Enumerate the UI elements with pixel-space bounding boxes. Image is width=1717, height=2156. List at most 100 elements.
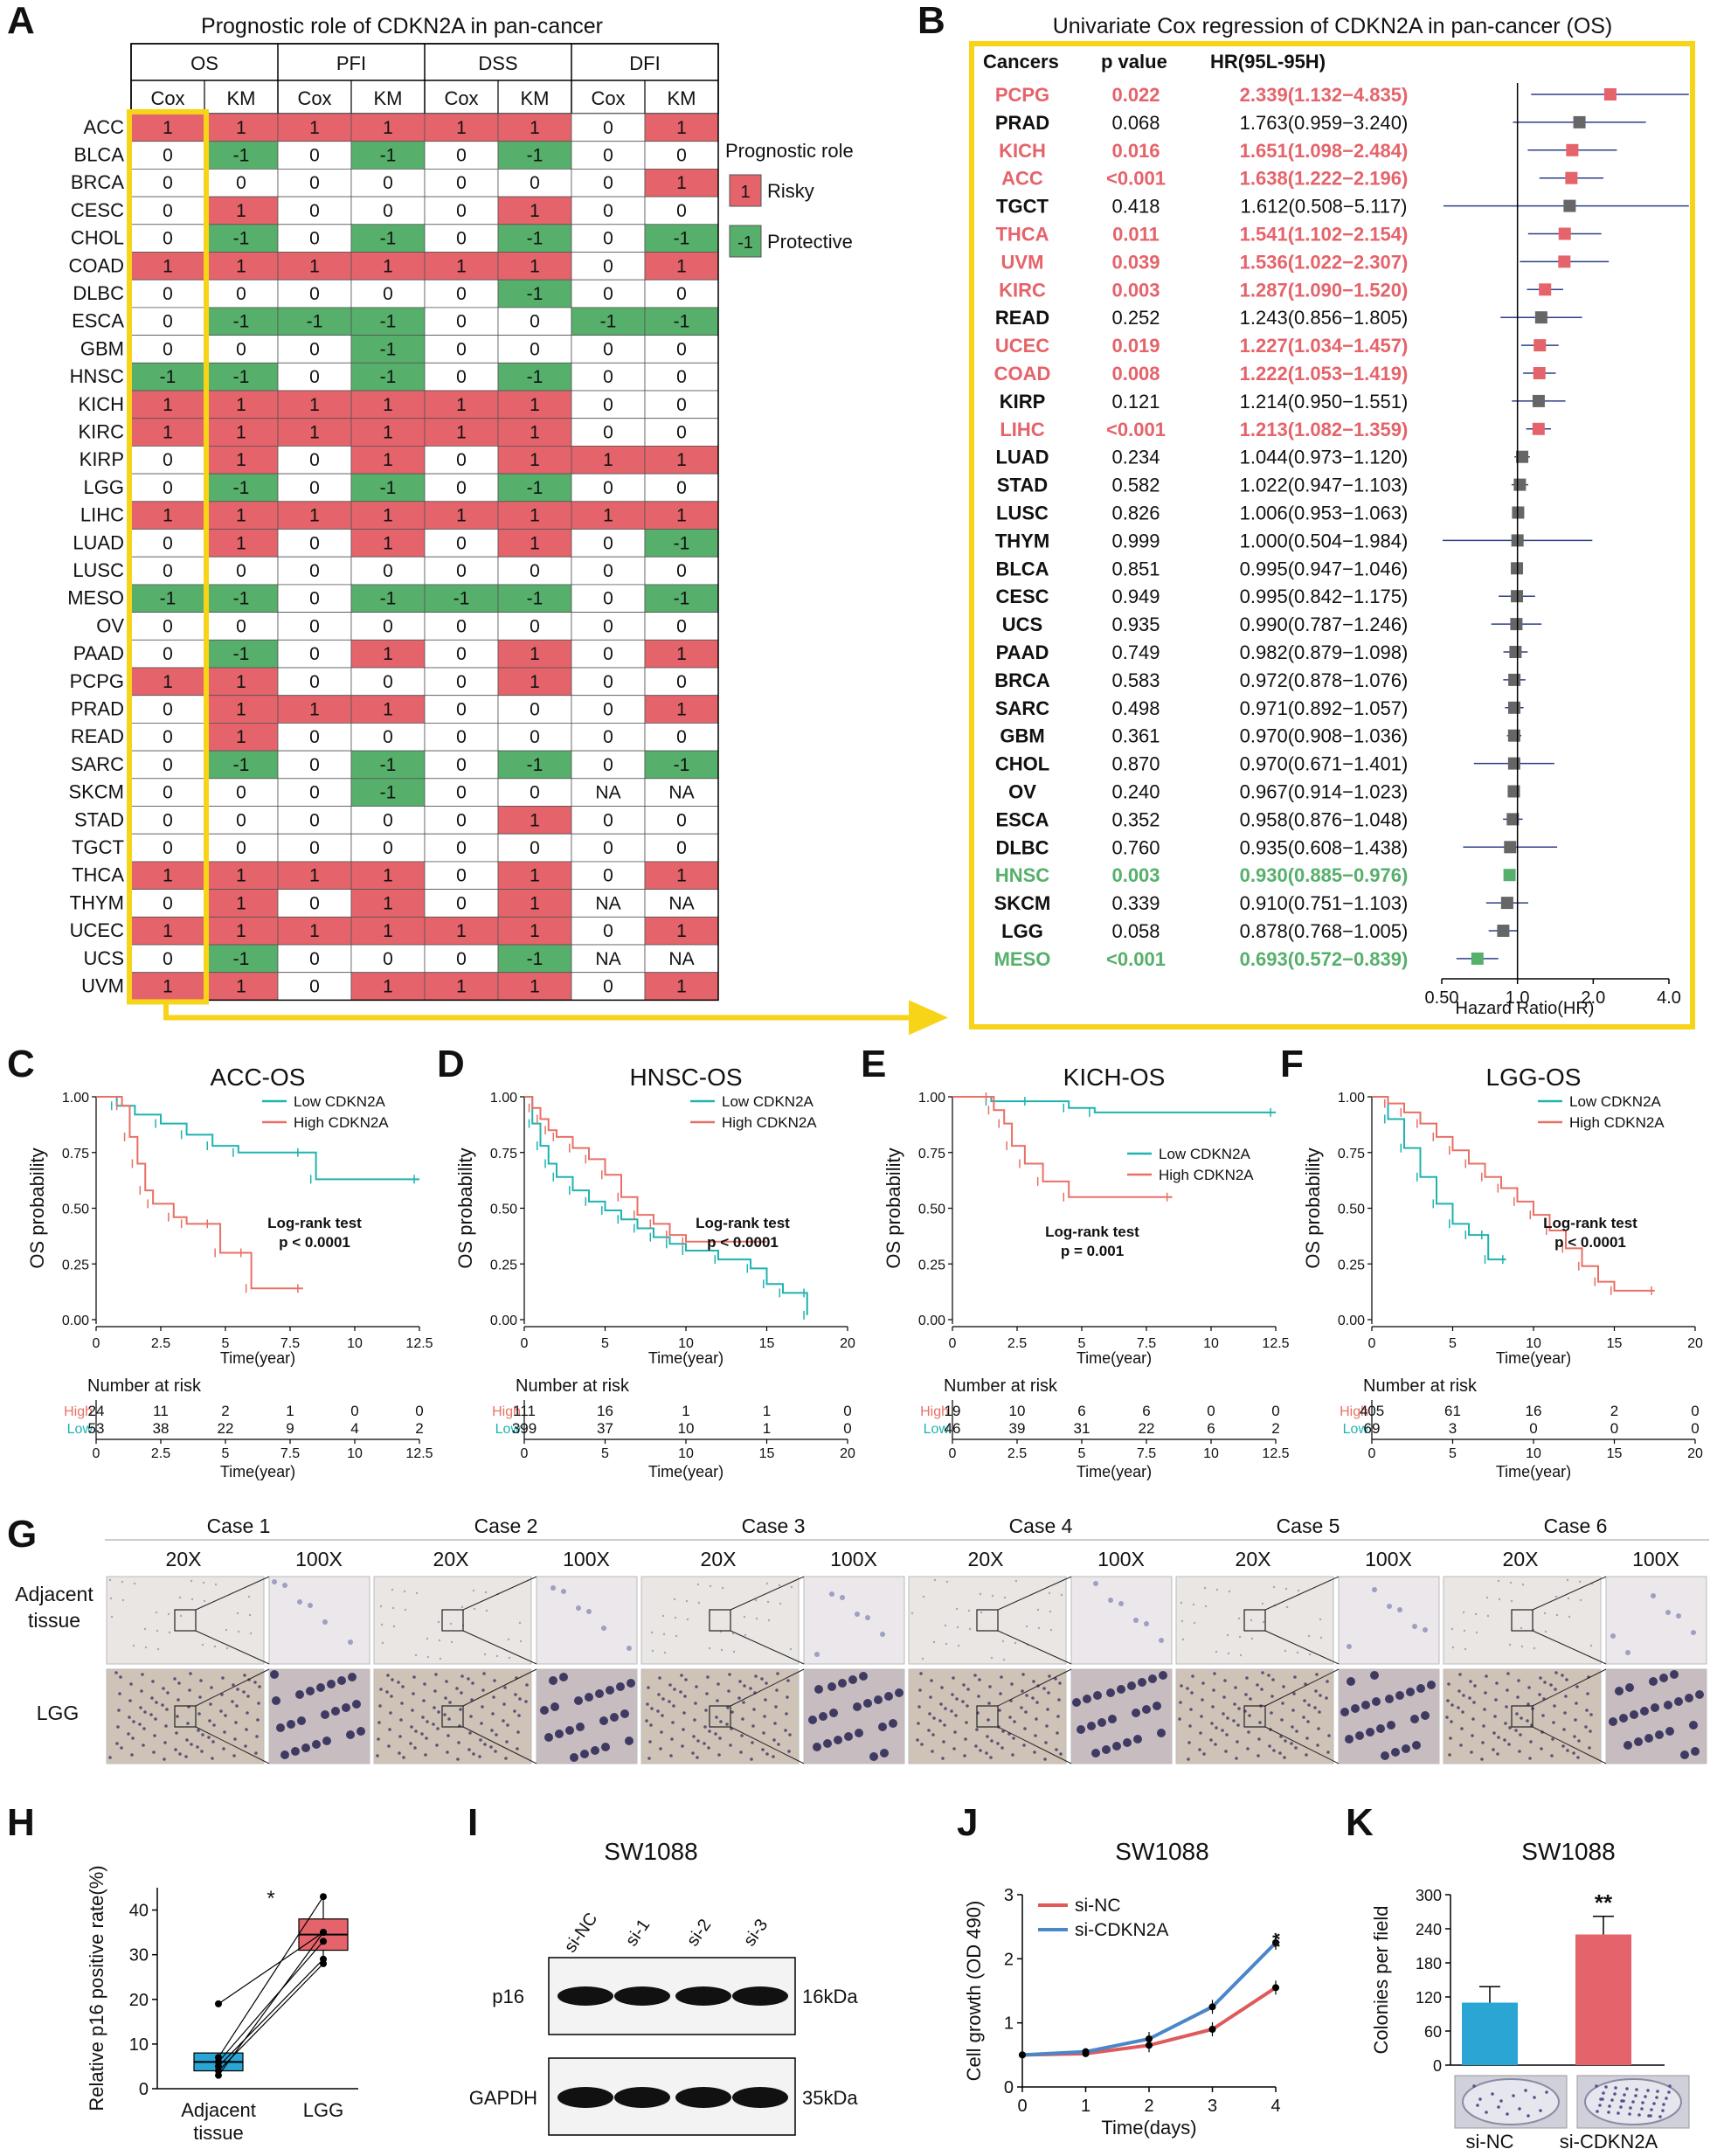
cell-value: 0: [383, 173, 393, 193]
cell-dot: [1294, 1746, 1298, 1750]
cell-dot: [1235, 1757, 1238, 1760]
k-ylabel: Colonies per field: [1370, 1906, 1392, 2055]
cell-dot: [917, 1705, 921, 1709]
cancer-name: PAAD: [996, 641, 1049, 663]
cell-value: -1: [380, 312, 397, 332]
cell-value: 0: [163, 727, 173, 747]
p-label: p = 0.001: [1061, 1243, 1124, 1259]
heat-cell: [350, 529, 426, 558]
cell-dot: [200, 1750, 204, 1753]
panel-letter-A: A: [7, 0, 35, 42]
cell-dot: [1023, 1727, 1027, 1730]
heat-cell: [571, 196, 646, 225]
cell-value: -1: [233, 644, 250, 664]
cell-value: 0: [676, 838, 687, 858]
cell-nucleus: [1072, 1698, 1081, 1707]
p-value: 0.352: [1111, 808, 1160, 830]
col-header: p value: [1101, 51, 1167, 73]
x-tick-label: 0.50: [1425, 988, 1459, 1008]
band-name: p16: [492, 1986, 524, 2007]
risk-high: 1: [763, 1403, 771, 1419]
cell-dot: [423, 1682, 426, 1686]
cell-value: 1: [163, 866, 173, 886]
cell-dot: [1035, 1701, 1039, 1704]
cell-dot: [671, 1721, 675, 1724]
cell-dot: [1319, 1618, 1322, 1621]
cell-dot: [743, 1615, 746, 1619]
panel-letter-D: D: [437, 1043, 465, 1085]
cell-value: 0: [603, 367, 613, 387]
cell-dot: [662, 1633, 666, 1636]
cell-dot: [1326, 1680, 1329, 1683]
cell-value: 0: [163, 838, 173, 858]
cell-value: 1: [236, 977, 246, 997]
cell-dot: [932, 1716, 936, 1720]
cell-dot: [1508, 1726, 1512, 1730]
cell-dot: [1214, 1743, 1217, 1746]
cell-value: 0: [456, 450, 467, 470]
colony: [1485, 2111, 1488, 2114]
cell-dot: [682, 1728, 685, 1731]
cell-value: NA: [595, 783, 620, 803]
cell-dot: [697, 1601, 701, 1605]
cell-dot: [751, 1741, 754, 1744]
cell-dot: [1232, 1719, 1236, 1723]
cell-value: 1: [383, 395, 393, 415]
cell-nucleus: [1157, 1729, 1166, 1737]
cell-value: 0: [309, 616, 320, 636]
cell-nucleus: [838, 1679, 847, 1688]
cell-value: 0: [603, 423, 613, 443]
cell-value: 0: [163, 755, 173, 775]
km-ylabel: OS probability: [883, 1147, 904, 1268]
cell-dot: [696, 1583, 700, 1586]
mag-label: 100X: [295, 1548, 343, 1570]
cell-dot: [467, 1677, 470, 1681]
cell-dot: [443, 1713, 447, 1716]
cell-dot: [1543, 1612, 1547, 1615]
p-value: 0.760: [1111, 836, 1160, 858]
cell-nucleus: [1395, 1691, 1404, 1700]
cell-dot: [246, 1695, 250, 1698]
cell-nucleus: [1153, 1702, 1161, 1710]
cell-dot: [1474, 1612, 1478, 1616]
subheader: Cox: [444, 87, 478, 109]
cell-nucleus: [869, 1752, 878, 1761]
cell-dot: [211, 1740, 215, 1744]
cell-dot: [202, 1581, 205, 1584]
hr-value: 1.022(0.947−1.103): [1240, 475, 1409, 496]
cell-dot: [1460, 1727, 1464, 1730]
cell-value: 0: [603, 977, 613, 997]
cancer-name: COAD: [994, 363, 1051, 385]
cell-dot: [979, 1749, 982, 1752]
heat-cell: [277, 889, 352, 918]
cell-nucleus: [1142, 1705, 1151, 1714]
cell-dot: [738, 1680, 742, 1683]
cell-dot: [1056, 1715, 1060, 1718]
cell-value: 1: [456, 395, 467, 415]
p-value: 0.003: [1111, 864, 1160, 886]
cell-dot: [502, 1719, 505, 1723]
band-size: 35kDa: [802, 2087, 858, 2109]
k-ytick-label: 0: [1433, 2057, 1442, 2075]
km-curve-low: [952, 1096, 1276, 1113]
cell-dot: [1316, 1744, 1319, 1747]
cell-dot: [201, 1643, 204, 1646]
km-ytick: 0.25: [918, 1258, 945, 1272]
heat-cell: [350, 944, 426, 974]
cell-dot: [650, 1631, 654, 1634]
risk-xtick: 7.5: [280, 1446, 300, 1461]
cell-dot: [425, 1737, 428, 1740]
zoom-line: [997, 1726, 1072, 1764]
cell-nucleus: [550, 1702, 559, 1711]
cell-nucleus: [606, 1686, 614, 1695]
cell-dot: [456, 1757, 460, 1761]
cell-value: 0: [456, 367, 467, 387]
cell-nucleus: [1347, 1644, 1352, 1649]
risk-high: 10: [1009, 1403, 1026, 1419]
h-ytick-label: 10: [129, 2035, 149, 2055]
cell-dot: [485, 1609, 488, 1612]
cell-value: 0: [603, 810, 613, 830]
heat-cell: [571, 307, 646, 336]
cell-value: 1: [383, 921, 393, 941]
j-xlabel: Time(days): [1101, 2117, 1196, 2139]
